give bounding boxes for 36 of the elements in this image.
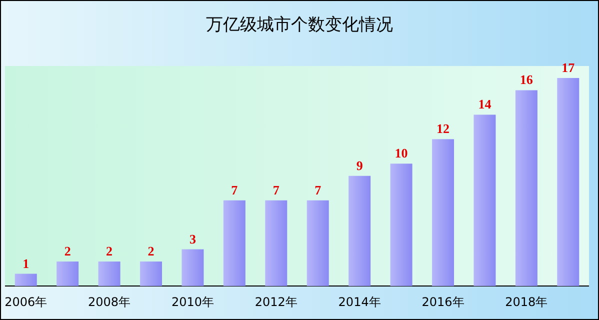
data-label: 7 [314, 182, 322, 198]
x-tick-label: 2012年 [254, 295, 298, 309]
x-tick-label: 2010年 [171, 295, 214, 309]
x-tick-label: 2018年 [505, 295, 548, 309]
x-tick-label: 2008年 [88, 295, 131, 309]
bar [182, 249, 204, 286]
bar [306, 200, 329, 286]
bar [265, 200, 288, 286]
data-label: 17 [562, 60, 576, 75]
x-tick-label: 2014年 [338, 295, 381, 309]
data-label: 9 [356, 158, 364, 173]
data-label: 7 [231, 182, 238, 198]
data-label: 16 [520, 72, 534, 88]
bar [140, 262, 162, 286]
data-label: 10 [394, 146, 408, 161]
data-label: 7 [272, 182, 280, 198]
bar [14, 274, 37, 286]
data-label: 12 [436, 121, 450, 136]
data-label: 2 [106, 244, 113, 259]
x-tick-label: 2016年 [422, 295, 464, 309]
bar [432, 139, 454, 286]
bar [98, 262, 120, 286]
bar [557, 78, 580, 286]
bar [474, 114, 496, 286]
data-label: 2 [148, 244, 154, 259]
data-label: 14 [478, 96, 492, 112]
bar [223, 200, 246, 286]
data-label: 1 [22, 256, 30, 271]
data-label: 3 [189, 231, 196, 246]
data-label: 2 [64, 244, 71, 259]
x-tick-label: 2006年 [4, 295, 48, 309]
bar [56, 262, 79, 286]
bar [515, 90, 538, 286]
bar [390, 164, 412, 286]
bar [348, 176, 371, 286]
chart-title: 万亿级城市个数变化情况 [206, 15, 393, 35]
